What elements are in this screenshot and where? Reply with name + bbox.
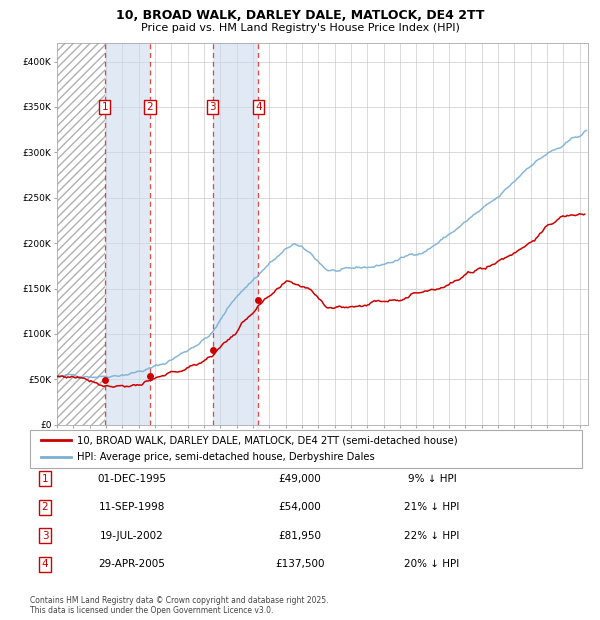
Text: £81,950: £81,950: [278, 531, 322, 541]
Text: £49,000: £49,000: [278, 474, 322, 484]
Text: £54,000: £54,000: [278, 502, 322, 512]
Text: HPI: Average price, semi-detached house, Derbyshire Dales: HPI: Average price, semi-detached house,…: [77, 453, 374, 463]
Text: 20% ↓ HPI: 20% ↓ HPI: [404, 559, 460, 569]
Text: 21% ↓ HPI: 21% ↓ HPI: [404, 502, 460, 512]
Text: 4: 4: [255, 102, 262, 112]
Text: Contains HM Land Registry data © Crown copyright and database right 2025.
This d: Contains HM Land Registry data © Crown c…: [30, 596, 329, 615]
Text: 3: 3: [209, 102, 216, 112]
Text: 1: 1: [41, 474, 49, 484]
Text: 2: 2: [41, 502, 49, 512]
Text: 29-APR-2005: 29-APR-2005: [98, 559, 166, 569]
FancyBboxPatch shape: [30, 430, 582, 468]
Bar: [57, 43, 105, 425]
Text: £137,500: £137,500: [275, 559, 325, 569]
Text: 22% ↓ HPI: 22% ↓ HPI: [404, 531, 460, 541]
Text: 1: 1: [101, 102, 108, 112]
Text: Price paid vs. HM Land Registry's House Price Index (HPI): Price paid vs. HM Land Registry's House …: [140, 23, 460, 33]
Text: 11-SEP-1998: 11-SEP-1998: [99, 502, 165, 512]
Text: 9% ↓ HPI: 9% ↓ HPI: [407, 474, 457, 484]
Bar: [105, 43, 150, 425]
Text: 10, BROAD WALK, DARLEY DALE, MATLOCK, DE4 2TT (semi-detached house): 10, BROAD WALK, DARLEY DALE, MATLOCK, DE…: [77, 435, 458, 445]
Bar: [213, 43, 259, 425]
Text: 3: 3: [41, 531, 49, 541]
Text: 2: 2: [146, 102, 153, 112]
Text: 01-DEC-1995: 01-DEC-1995: [97, 474, 167, 484]
Text: 19-JUL-2002: 19-JUL-2002: [100, 531, 164, 541]
Text: 4: 4: [41, 559, 49, 569]
Text: 10, BROAD WALK, DARLEY DALE, MATLOCK, DE4 2TT: 10, BROAD WALK, DARLEY DALE, MATLOCK, DE…: [116, 9, 484, 22]
